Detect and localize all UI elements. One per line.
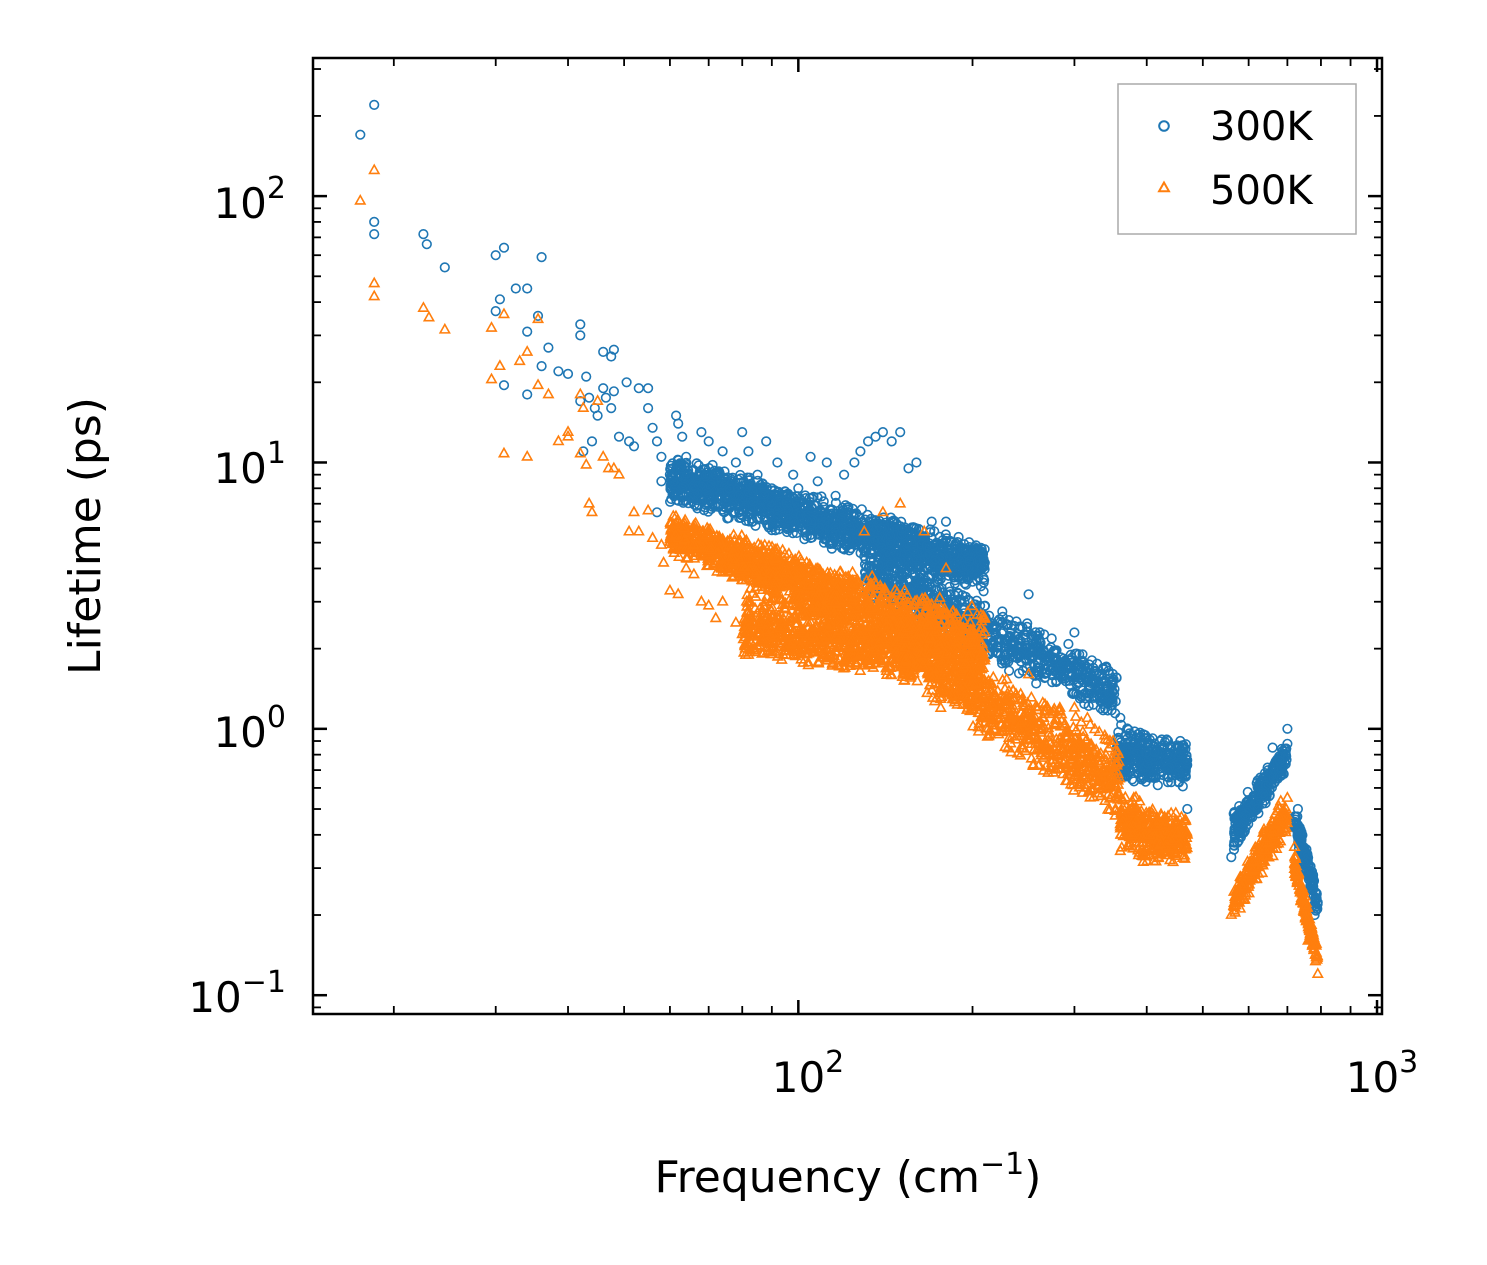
data-point-300k	[707, 459, 718, 471]
data-marks	[354, 99, 1324, 979]
data-point-300k	[753, 514, 764, 525]
data-point-300k	[944, 535, 956, 546]
data-point-300k	[773, 524, 784, 535]
data-point-300k	[722, 513, 733, 524]
data-point-300k	[808, 491, 819, 503]
data-point-300k	[953, 531, 964, 543]
data-point-300k	[862, 509, 873, 521]
data-point-300k	[837, 502, 848, 513]
